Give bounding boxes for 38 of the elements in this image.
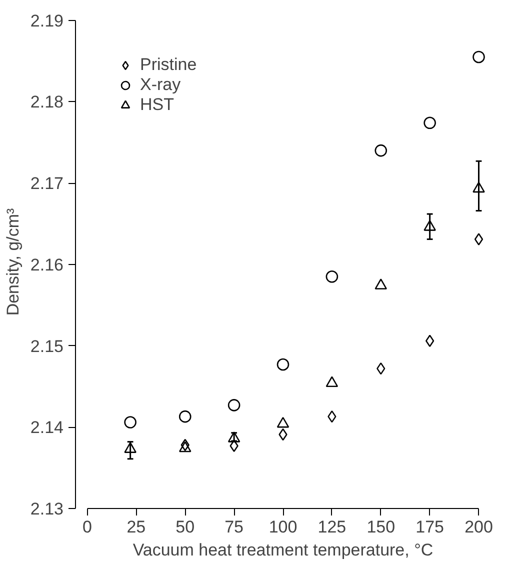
y-tick-label: 2.14: [30, 418, 64, 438]
y-tick-label: 2.16: [30, 255, 64, 274]
point: [424, 220, 436, 231]
point: [228, 399, 240, 412]
x-tick-label: 25: [126, 518, 146, 536]
point: [124, 416, 136, 428]
y-tick-label: 2.17: [30, 174, 64, 194]
x-tick-label: 150: [366, 518, 396, 536]
legend-label: HST: [140, 95, 174, 115]
point: [178, 441, 192, 452]
y-tick-label: 2.13: [30, 500, 64, 518]
point: [472, 50, 485, 64]
point: [228, 432, 240, 442]
y-tick-label: 2.18: [30, 92, 64, 112]
point: [326, 376, 338, 388]
y-tick-label: 2.15: [30, 336, 64, 356]
y-tick-label: 2.19: [30, 11, 64, 30]
x-tick-label: 0: [82, 518, 92, 536]
point: [472, 182, 485, 193]
x-tick-label: 75: [224, 518, 244, 536]
legend-label: Pristine: [140, 55, 197, 75]
point: [276, 358, 290, 371]
point: [474, 233, 484, 246]
point: [178, 410, 192, 423]
point: [326, 270, 338, 283]
x-tick-label: 175: [416, 518, 444, 536]
point: [424, 116, 436, 130]
legend-label: X-ray: [140, 75, 181, 95]
point: [374, 278, 388, 290]
x-axis-title: Vacuum heat treatment temperature, °C: [132, 540, 434, 560]
point: [124, 442, 136, 453]
point: [276, 416, 290, 428]
x-tick-label: 100: [268, 518, 298, 536]
point: [374, 144, 388, 157]
y-axis-title: Density, g/cm³: [3, 208, 22, 316]
x-tick-label: 50: [176, 518, 195, 536]
x-tick-label: 200: [464, 518, 493, 536]
x-tick-label: 125: [318, 518, 346, 536]
